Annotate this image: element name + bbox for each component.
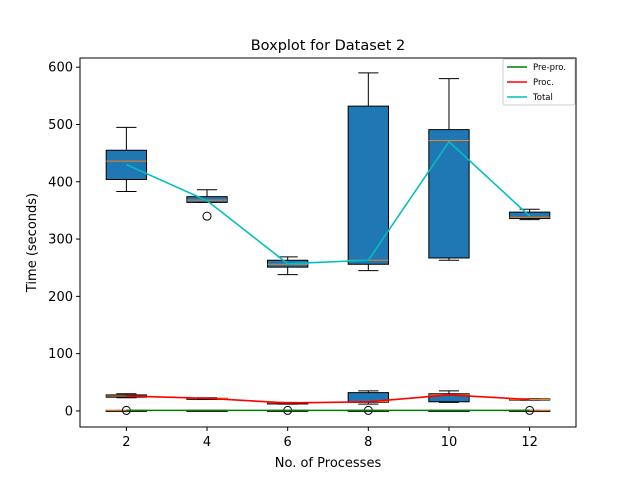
axes-frame — [79, 57, 577, 428]
box — [186, 196, 228, 203]
legend-label-pre-pro: Pre-pro. — [533, 63, 566, 73]
legend-label-total: Total — [532, 93, 553, 103]
x-tick-label: 10 — [441, 435, 458, 450]
outlier-point — [202, 211, 212, 221]
x-tick-label: 2 — [122, 435, 130, 450]
y-tick-label: 100 — [48, 347, 73, 362]
y-tick-label: 600 — [48, 61, 73, 76]
series-line-proc — [126, 394, 530, 404]
x-axis-label: No. of Processes — [275, 456, 382, 471]
series-line-total — [126, 140, 531, 265]
legend-label-proc: Proc. — [533, 78, 554, 88]
legend-box — [502, 58, 576, 106]
y-tick-label: 0 — [65, 404, 73, 419]
box — [428, 393, 470, 403]
plot-area: 0 100 200 300 400 500 600 2 4 6 8 10 12 — [48, 57, 577, 450]
chart-title: Boxplot for Dataset 2 — [251, 38, 406, 54]
box — [347, 105, 389, 265]
x-tick-label: 12 — [521, 435, 538, 450]
y-tick-label: 300 — [48, 233, 73, 248]
y-axis-label: Time (seconds) — [25, 193, 40, 293]
legend: Pre-pro. Proc. Total — [502, 58, 576, 106]
x-tick-label: 6 — [284, 435, 292, 450]
box — [428, 129, 470, 259]
y-tick-label: 400 — [48, 175, 73, 190]
y-tick-label: 500 — [48, 118, 73, 133]
x-tick-label: 4 — [203, 435, 211, 450]
x-tick-label: 8 — [364, 435, 372, 450]
y-tick-label: 200 — [48, 290, 73, 305]
